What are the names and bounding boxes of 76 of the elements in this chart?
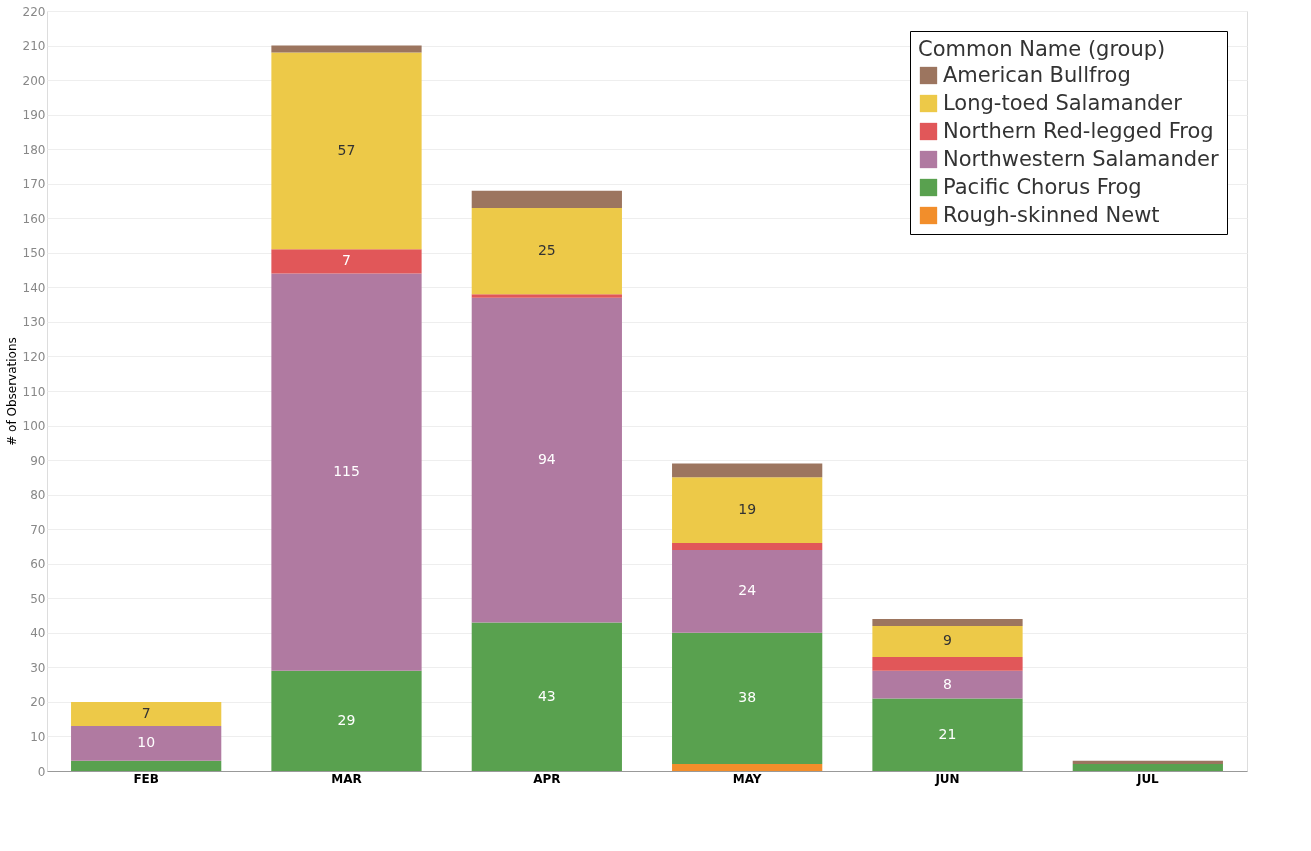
- data-label: 9: [943, 632, 952, 649]
- bar: [471, 294, 622, 298]
- data-label: 10: [137, 734, 156, 751]
- bar: [1072, 764, 1223, 771]
- bar: [672, 549, 823, 633]
- data-label: 24: [738, 582, 757, 599]
- y-tick-label: 120: [22, 349, 46, 364]
- bar: [872, 619, 1023, 626]
- data-label: 43: [537, 687, 556, 704]
- bar: [672, 543, 823, 550]
- bar: [271, 52, 422, 250]
- bar: [471, 297, 622, 623]
- legend-title: Common Name (group): [918, 37, 1166, 61]
- x-tick-label: JUN: [934, 771, 960, 786]
- data-label: 29: [337, 711, 356, 728]
- bar: [71, 760, 222, 771]
- x-tick-label: MAR: [331, 771, 362, 786]
- bar: [672, 632, 823, 765]
- x-tick-label: JUL: [1135, 771, 1160, 786]
- x-tick-label: FEB: [133, 771, 159, 786]
- bar: [872, 670, 1023, 699]
- y-tick-label: 160: [22, 211, 46, 226]
- legend-label: Northern Red-legged Frog: [943, 118, 1214, 143]
- bar: [872, 698, 1023, 771]
- legend-label: Pacific Chorus Frog: [943, 174, 1142, 199]
- bar: [471, 622, 622, 771]
- legend-label: Rough-skinned Newt: [943, 202, 1160, 227]
- data-label: 8: [943, 675, 952, 692]
- data-label: 94: [537, 451, 556, 468]
- y-tick-label: 90: [30, 453, 46, 468]
- y-tick-label: 150: [22, 246, 46, 261]
- x-tick-label: APR: [533, 771, 561, 786]
- y-tick-label: 220: [22, 4, 46, 19]
- data-label: 21: [938, 725, 957, 742]
- y-tick-label: 210: [22, 39, 46, 54]
- data-label: 115: [333, 463, 360, 480]
- bar: [471, 190, 622, 208]
- legend-label: Northwestern Salamander: [943, 146, 1219, 171]
- y-tick-label: 190: [22, 108, 46, 123]
- bar: [71, 701, 222, 727]
- y-tick-label: 20: [30, 695, 46, 710]
- y-axis-title: # of Observations: [4, 337, 19, 446]
- bar: [271, 670, 422, 771]
- y-tick-label: 50: [30, 591, 46, 606]
- bar: [672, 463, 823, 478]
- y-tick-label: 180: [22, 142, 46, 157]
- bar: [872, 657, 1023, 671]
- legend-label: Long-toed Salamander: [943, 90, 1183, 115]
- data-label: 57: [337, 141, 356, 158]
- y-tick-label: 60: [30, 557, 46, 572]
- data-label: 19: [738, 501, 757, 518]
- bar: [271, 273, 422, 671]
- bar: [271, 249, 422, 274]
- data-label: 7: [141, 705, 151, 721]
- bar: [672, 764, 823, 771]
- data-label: 25: [537, 242, 556, 259]
- y-tick-label: 110: [22, 384, 46, 399]
- bar: [872, 625, 1023, 657]
- y-tick-label: 100: [22, 419, 46, 434]
- y-tick-label: 200: [22, 73, 46, 88]
- y-tick-label: 80: [30, 488, 46, 503]
- y-tick-label: 70: [30, 522, 46, 537]
- bar: [672, 477, 823, 543]
- y-tick-label: 10: [30, 729, 46, 744]
- y-tick-label: 170: [22, 177, 46, 192]
- y-tick-label: 130: [22, 315, 46, 330]
- x-tick-label: MAY: [732, 771, 762, 786]
- y-tick-label: 40: [30, 626, 46, 641]
- data-label: 38: [738, 689, 757, 706]
- legend-label: American Bullfrog: [943, 62, 1131, 87]
- y-tick-label: 0: [37, 764, 46, 779]
- y-tick-label: 30: [30, 660, 46, 675]
- bar: [71, 726, 222, 761]
- bar: [471, 207, 622, 295]
- y-tick-label: 140: [22, 280, 46, 295]
- data-label: 7: [342, 252, 351, 269]
